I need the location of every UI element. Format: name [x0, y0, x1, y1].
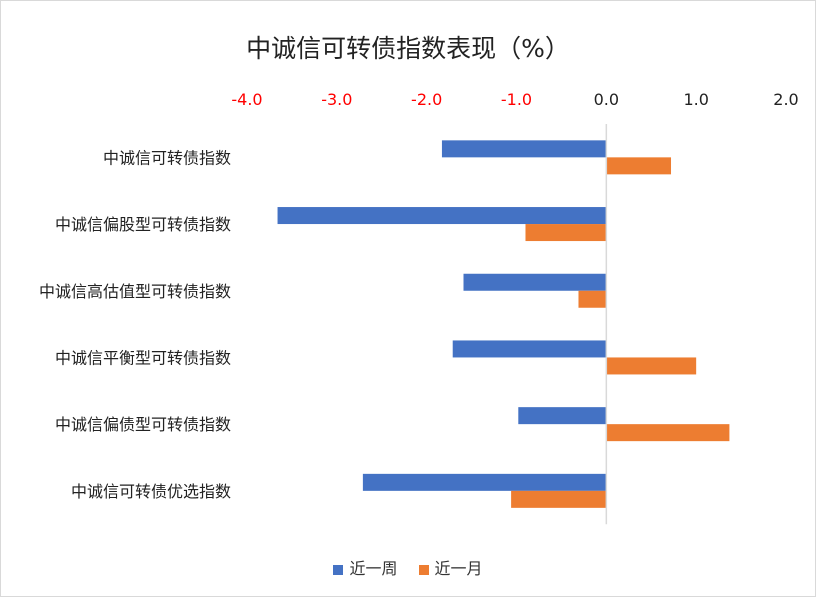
tick-label: -2.0 — [411, 90, 442, 109]
bar-week — [441, 140, 607, 158]
category-label: 中诚信可转债优选指数 — [71, 482, 231, 501]
chart-title: 中诚信可转债指数表现（%） — [246, 34, 570, 63]
category-label: 中诚信高估值型可转债指数 — [39, 282, 231, 301]
bar-month — [606, 157, 672, 175]
bar-week — [452, 340, 607, 358]
category-label: 中诚信可转债指数 — [103, 148, 231, 167]
bar-month — [606, 357, 697, 375]
tick-label: -4.0 — [231, 90, 262, 109]
tick-label: 0.0 — [594, 90, 619, 109]
category-label: 中诚信平衡型可转债指数 — [55, 348, 231, 367]
bar-week — [518, 407, 607, 425]
tick-label: 2.0 — [773, 90, 798, 109]
legend: 近一周 近一月 — [1, 555, 815, 579]
category-label: 中诚信偏股型可转债指数 — [55, 215, 231, 234]
legend-item-month: 近一月 — [418, 559, 483, 578]
legend-label: 近一周 — [349, 559, 398, 578]
bar-month — [606, 424, 730, 442]
bar-month — [578, 290, 607, 308]
legend-label: 近一月 — [434, 559, 483, 578]
category-label: 中诚信偏债型可转债指数 — [55, 415, 231, 434]
tick-label: -3.0 — [321, 90, 352, 109]
legend-swatch — [418, 564, 429, 575]
bar-week — [463, 273, 607, 291]
bar-month — [511, 490, 607, 508]
bar-week — [277, 207, 607, 225]
bar-month — [525, 224, 607, 242]
legend-swatch — [333, 564, 344, 575]
tick-label: -1.0 — [501, 90, 532, 109]
legend-item-week: 近一周 — [333, 559, 397, 578]
bar-week — [362, 473, 607, 491]
tick-label: 1.0 — [683, 90, 708, 109]
